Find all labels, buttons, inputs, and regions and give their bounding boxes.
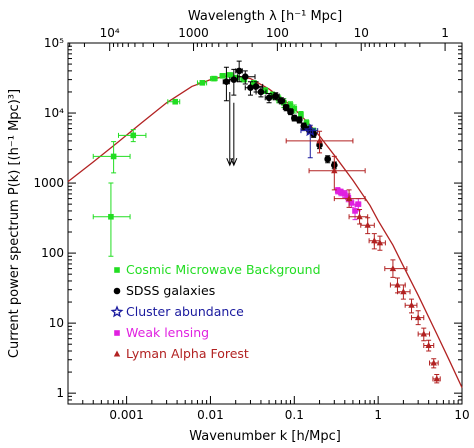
data-point: [265, 94, 273, 102]
data-point: [338, 189, 344, 196]
data-point: [291, 114, 298, 122]
data-point: [110, 153, 117, 160]
data-point: [331, 167, 338, 174]
data-point: [257, 88, 265, 96]
y-tick-label: 10⁴: [44, 106, 64, 120]
data-point: [400, 288, 407, 295]
legend-marker: [114, 330, 120, 336]
data-point: [241, 73, 249, 81]
error-bar-x: [384, 266, 408, 272]
top-tick-label: 1: [441, 26, 449, 40]
top-tick-label: 10⁴: [100, 26, 120, 40]
data-point: [425, 341, 432, 348]
data-point: [235, 67, 243, 75]
data-point: [433, 375, 440, 382]
x-tick-label: 0.001: [109, 408, 143, 422]
data-point: [108, 213, 114, 220]
x-axis-title: Wavenumber k [h/Mpc]: [189, 429, 341, 444]
data-point: [298, 111, 304, 118]
data-point: [291, 105, 298, 112]
y-tick-label: 1000: [33, 176, 64, 190]
error-bar-y: [108, 182, 114, 257]
x-tick-label: 10: [454, 408, 469, 422]
data-point: [230, 76, 238, 83]
y-axis-title: Current power spectrum P(k) [(h⁻¹ Mpc)³]: [7, 89, 22, 358]
data-point: [275, 95, 282, 102]
data-point: [334, 187, 341, 194]
y-tick-label: 10⁵: [44, 36, 64, 50]
top-axis-title: Wavelength λ [h⁻¹ Mpc]: [188, 9, 342, 24]
upper-limit-arrow: [226, 91, 234, 167]
data-point: [324, 155, 331, 163]
y-tick-label: 100: [41, 246, 64, 260]
legend-label: SDSS galaxies: [126, 283, 215, 298]
data-point: [371, 237, 378, 244]
series-weak-lensing: [334, 187, 362, 221]
series-lyman-alpha-forest: [285, 130, 441, 384]
data-point: [252, 83, 260, 90]
data-point: [272, 92, 280, 100]
legend-marker: [114, 267, 120, 273]
data-point: [364, 221, 371, 228]
data-point: [296, 116, 303, 124]
error-bar-x: [308, 168, 366, 174]
data-point: [376, 239, 384, 246]
legend-label: Cosmic Microwave Background: [126, 262, 321, 277]
error-bar-x: [300, 128, 319, 134]
plot-border: [67, 42, 463, 405]
data-point: [420, 330, 427, 337]
x-tick-label: 1: [374, 408, 382, 422]
x-tick-label: 0.01: [197, 408, 224, 422]
data-point: [345, 195, 353, 202]
data-point: [287, 102, 294, 108]
data-points-layer: [92, 60, 441, 384]
data-point: [262, 87, 269, 94]
data-point: [430, 359, 437, 366]
axis-labels-layer: Wavelength λ [h⁻¹ Mpc] Wavenumber k [h/M…: [7, 9, 342, 444]
plot-frame: [67, 42, 463, 405]
data-point: [211, 75, 217, 82]
data-point: [389, 265, 397, 272]
top-tick-label: 10: [354, 26, 369, 40]
data-point: [414, 314, 422, 321]
data-point: [251, 80, 257, 86]
y-tick-label: 10: [49, 316, 64, 330]
data-point: [352, 208, 358, 214]
data-point: [226, 72, 233, 78]
data-point: [219, 73, 226, 79]
axis-ticks: 0.001 0.01 0.1 1 10 10⁴ 1000 100 10 1 1 10 100 1000 10…: [33, 26, 469, 422]
legend-label: Lyman Alpha Forest: [126, 346, 249, 361]
data-point: [316, 137, 323, 144]
data-point: [356, 213, 363, 220]
legend-marker: [113, 287, 121, 295]
top-tick-label: 100: [266, 26, 289, 40]
y-tick-label: 1: [56, 386, 64, 400]
data-point: [223, 78, 230, 86]
data-point: [348, 200, 355, 206]
x-tick-label: 0.1: [285, 408, 304, 422]
legend-marker: [113, 350, 121, 357]
data-point: [172, 98, 179, 105]
data-point: [278, 97, 285, 104]
upper-limit-arrow: [230, 102, 238, 167]
series-cluster-abundance: [300, 123, 319, 159]
legend-label: Weak lensing: [126, 325, 209, 340]
data-point: [303, 120, 310, 126]
data-point: [300, 122, 308, 130]
legend: Cosmic Microwave Background SDSS galaxies…: [110, 262, 321, 361]
data-point: [355, 201, 362, 207]
legend-label: Cluster abundance: [126, 304, 244, 319]
data-point: [394, 281, 401, 288]
data-point: [408, 301, 415, 308]
legend-marker: [110, 305, 124, 318]
data-point: [341, 191, 348, 197]
top-tick-label: 1000: [178, 26, 209, 40]
data-point: [303, 123, 317, 137]
model-curve: [67, 75, 463, 388]
data-point: [287, 108, 294, 115]
data-point: [130, 132, 137, 139]
data-point: [199, 80, 206, 86]
model-curve-layer: [67, 75, 463, 388]
